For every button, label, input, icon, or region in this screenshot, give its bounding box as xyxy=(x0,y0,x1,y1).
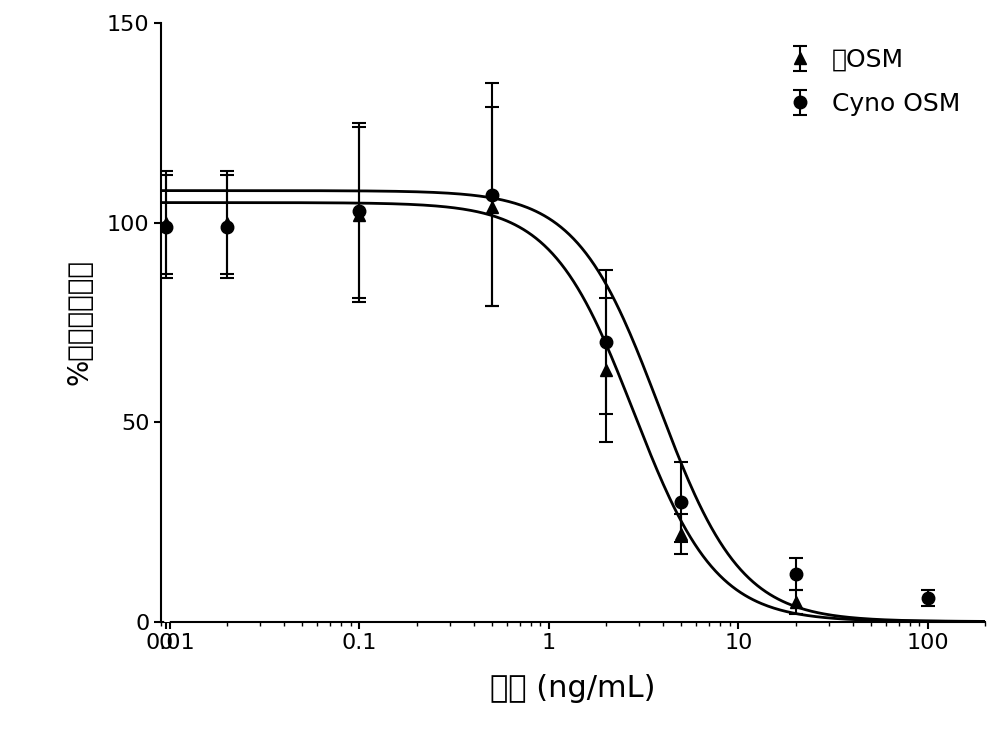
Legend: 人OSM, Cyno OSM: 人OSM, Cyno OSM xyxy=(769,36,972,129)
X-axis label: 浓度 (ng/mL): 浓度 (ng/mL) xyxy=(490,674,656,703)
Y-axis label: %媒介个物对照: %媒介个物对照 xyxy=(65,259,93,386)
